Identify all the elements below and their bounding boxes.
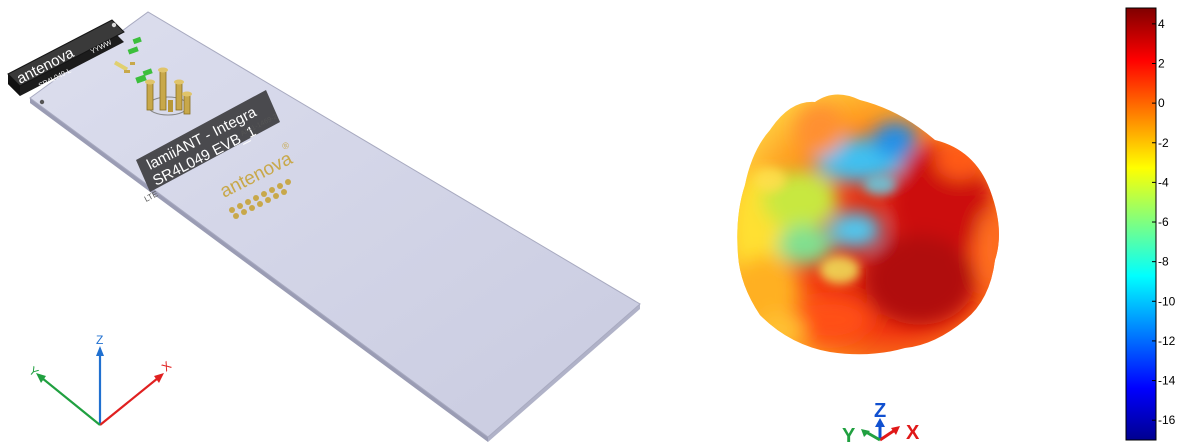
- colorbar-tick-label: -4: [1158, 175, 1169, 189]
- evaluation-board: antenova SR4L049-L YYWW: [7, 11, 641, 442]
- colorbar-gradient: [1125, 7, 1157, 441]
- right-x-label: X: [906, 422, 920, 444]
- colorbar-tick-label: 2: [1158, 56, 1165, 70]
- colorbar-tick-label: -2: [1158, 136, 1169, 150]
- colorbar-tick-label: -16: [1158, 413, 1176, 427]
- colorbar-tick-label: -6: [1158, 215, 1169, 229]
- board-surface: [29, 11, 641, 438]
- colorbar-tick-label: -10: [1158, 294, 1176, 308]
- colorbar-tick-label: 0: [1158, 96, 1165, 110]
- board-logo-mark: ®: [280, 140, 291, 152]
- colorbar-tick-label: -12: [1158, 334, 1176, 348]
- colorbar-tick-label: 4: [1158, 17, 1165, 31]
- coax-connector: [145, 67, 192, 116]
- left-x-axis: [99, 377, 159, 426]
- left-x-label: X: [159, 358, 174, 374]
- board-logo-dots: [229, 179, 291, 219]
- colorbar-tick-label: -14: [1158, 374, 1176, 388]
- colorbar-ticks: 4 2 0 -2 -4 -6 -8 -10 -12 -14 -16: [1152, 17, 1176, 427]
- left-axis-triad: [36, 346, 164, 426]
- board-edge: [30, 98, 488, 442]
- colorbar-tick-label: -8: [1158, 255, 1169, 269]
- right-x-axis: [879, 428, 896, 442]
- left-z-label: Z: [96, 333, 103, 347]
- right-y-label: Y: [842, 425, 856, 445]
- colorbar: 4 2 0 -2 -4 -6 -8 -10 -12 -14 -16: [1125, 7, 1176, 441]
- board-side: [488, 304, 640, 442]
- left-y-axis: [41, 377, 101, 426]
- right-z-label: Z: [874, 400, 886, 422]
- smd-components: [39, 36, 153, 105]
- right-axis-triad: [861, 418, 900, 442]
- right-y-axis: [865, 430, 881, 442]
- radiation-pattern: [737, 94, 999, 355]
